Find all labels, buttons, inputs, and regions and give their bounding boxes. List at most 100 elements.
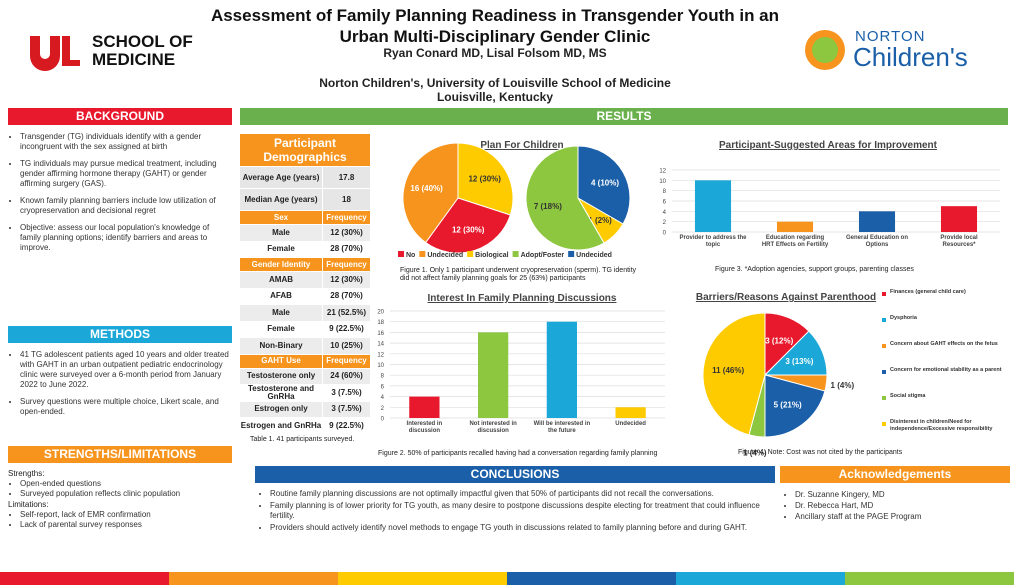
bar <box>615 407 646 418</box>
chart-title: Barriers/Reasons Against Parenthood <box>696 292 876 303</box>
table-cell: Gender Identity <box>240 258 322 271</box>
slice-label: 1 (4%) <box>831 381 855 390</box>
y-tick-label: 6 <box>663 200 667 206</box>
slice-label: 11 (46%) <box>712 366 744 375</box>
stripe <box>169 572 338 585</box>
list-item: Transgender (TG) individuals identify wi… <box>20 132 230 152</box>
table-cell: Estrogen only <box>240 401 322 417</box>
list: Open-ended questionsSurveyed population … <box>8 479 230 499</box>
section-heading: Acknowledgements <box>780 466 1010 483</box>
logo-right: Children's <box>853 42 968 72</box>
y-tick-label: 12 <box>659 169 666 175</box>
y-tick-label: 8 <box>663 189 667 195</box>
figure-caption: Figure 3. *Adoption agencies, support gr… <box>715 266 914 273</box>
table-cell: 24 (60%) <box>323 368 370 384</box>
slice-label: 12 (30%) <box>452 225 485 234</box>
table-cell: Female <box>240 241 322 257</box>
y-tick-label: 0 <box>663 231 667 237</box>
background-list: Transgender (TG) individuals identify wi… <box>8 132 230 260</box>
list: 41 TG adolescent patients aged 10 years … <box>8 350 230 417</box>
chart-title: Participant-Suggested Areas for Improvem… <box>719 140 938 151</box>
table-cell: 18 <box>323 189 370 210</box>
table-caption: Table 1. 41 participants surveyed. <box>250 435 355 443</box>
figure-caption: Figure 4. Note: Cost was not cited by th… <box>738 449 903 456</box>
legend-swatch <box>467 251 474 257</box>
section-heading: METHODS <box>8 326 232 343</box>
x-tick-label: Provider to address the topic <box>679 235 747 248</box>
bar <box>858 211 896 232</box>
bar <box>546 321 577 418</box>
slice-label: 16 (40%) <box>410 184 443 193</box>
legend-swatch <box>568 251 575 257</box>
table-cell: 9 (22.5%) <box>323 418 370 434</box>
poster-title: Assessment of Family Planning Readiness … <box>210 6 780 46</box>
section-heading: CONCLUSIONS <box>255 466 775 483</box>
table-cell: Median Age (years) <box>240 189 322 210</box>
table-cell: Average Age (years) <box>240 167 322 188</box>
y-tick-label: 16 <box>377 331 384 337</box>
slice-label: 3 (12%) <box>765 337 793 346</box>
x-tick-label: Undecided <box>615 421 646 427</box>
conclusions-list: Routine family planning discussions are … <box>258 489 773 535</box>
pie-slice <box>402 142 459 244</box>
pie-slice <box>424 197 511 254</box>
table-cell: Frequency <box>323 354 370 368</box>
legend-swatch <box>882 344 886 348</box>
x-tick-label: General Education on Options <box>845 235 908 248</box>
list-item: Lack of parental survey responses <box>20 520 230 530</box>
affiliation: Norton Children's, University of Louisvi… <box>319 76 671 90</box>
label: Strengths: <box>8 469 45 478</box>
table-cell: Female <box>240 321 322 337</box>
y-tick-label: 4 <box>663 210 667 216</box>
table-cell: Testosterone and GnRHa <box>240 384 322 401</box>
y-tick-label: 6 <box>381 384 385 390</box>
table-cell: 28 (70%) <box>323 241 370 257</box>
list-item: Surveyed population reflects clinic popu… <box>20 489 230 499</box>
section-heading: BACKGROUND <box>8 108 232 125</box>
list-item: Survey questions were multiple choice, L… <box>20 397 230 417</box>
table-cell: Frequency <box>323 211 370 224</box>
y-tick-label: 14 <box>377 342 384 348</box>
section-heading: RESULTS <box>240 108 1008 125</box>
legend-swatch <box>882 292 886 296</box>
y-tick-label: 0 <box>381 417 385 423</box>
acknowledgements-list: Dr. Suzanne Kingery, MDDr. Rebecca Hart,… <box>783 490 1008 523</box>
slice-label: 3 (13%) <box>785 357 813 366</box>
y-tick-label: 18 <box>377 320 384 326</box>
legend-label: No <box>406 252 415 259</box>
figure-caption: Figure 1. Only 1 participant underwent c… <box>400 267 637 282</box>
bar <box>409 396 440 418</box>
legend-label: Undecided <box>427 252 463 259</box>
legend-label: Biological <box>475 252 509 259</box>
legend-swatch <box>512 251 519 257</box>
list-item: Objective: assess our local population's… <box>20 223 230 253</box>
list-item: Family planning is of lower priority for… <box>270 501 773 521</box>
pie-slice <box>577 145 631 225</box>
list-item: Open-ended questions <box>20 479 230 489</box>
x-tick-label: Will be interested in the future <box>533 421 591 434</box>
list-item: Routine family planning discussions are … <box>270 489 773 499</box>
bar <box>478 332 509 418</box>
pie-slice <box>457 142 514 216</box>
table-cell: 12 (30%) <box>323 272 370 288</box>
y-tick-label: 2 <box>381 406 385 412</box>
table-cell: 21 (52.5%) <box>323 305 370 321</box>
logo-u <box>30 36 60 71</box>
y-tick-label: 4 <box>381 395 385 401</box>
x-tick-label: Not interested in discussion <box>469 421 517 434</box>
legend-swatch <box>882 318 886 322</box>
pie-slice <box>525 145 605 251</box>
table-cell: Non-Binary <box>240 338 322 354</box>
bar <box>694 180 732 232</box>
stripe <box>0 572 169 585</box>
pie-slice <box>702 312 766 436</box>
legend-label: Concern for emotional stability as a par… <box>890 367 1002 373</box>
legend-swatch <box>398 251 404 257</box>
legend-label: Dysphoria <box>890 315 917 321</box>
y-tick-label: 8 <box>381 374 385 380</box>
legend-swatch <box>882 370 886 374</box>
bar <box>940 206 978 232</box>
slice-label: 1 (2%) <box>588 216 612 225</box>
